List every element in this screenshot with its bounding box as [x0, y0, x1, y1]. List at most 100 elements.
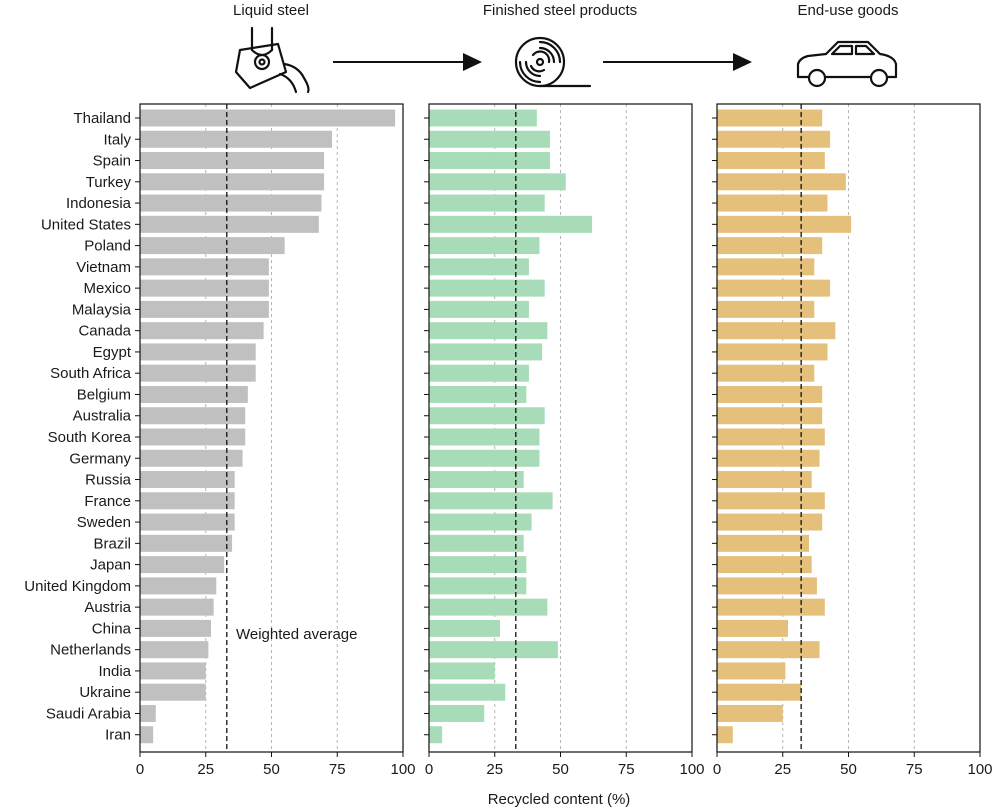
bar-turkey [140, 173, 325, 191]
bar-mexico [429, 279, 545, 297]
bar-egypt [140, 343, 256, 361]
bar-sweden [429, 513, 532, 531]
bar-japan [140, 556, 225, 574]
x-tick-label: 50 [552, 761, 569, 778]
category-label-japan: Japan [90, 557, 131, 574]
bar-china [140, 619, 212, 637]
bar-south-africa [429, 364, 529, 382]
category-label-iran: Iran [105, 727, 131, 744]
bar-netherlands [429, 641, 558, 659]
bar-turkey [429, 173, 566, 191]
panel-title-liquid-steel: Liquid steel [233, 2, 309, 19]
x-tick-label: 100 [390, 761, 415, 778]
bar-australia [140, 407, 246, 425]
bar-united-kingdom [717, 577, 817, 595]
x-tick-label: 100 [967, 761, 992, 778]
bar-vietnam [717, 258, 815, 276]
bar-spain [429, 152, 550, 170]
bar-austria [140, 598, 214, 616]
bar-thailand [140, 109, 396, 127]
bar-ukraine [429, 683, 506, 701]
category-label-italy: Italy [103, 131, 131, 148]
x-tick-label: 75 [906, 761, 923, 778]
bar-poland [429, 237, 540, 255]
x-tick-label: 25 [486, 761, 503, 778]
bar-india [429, 662, 495, 680]
category-label-france: France [84, 493, 131, 510]
bar-germany [717, 449, 820, 467]
bar-germany [429, 449, 540, 467]
category-label-india: India [98, 663, 131, 680]
bar-ukraine [717, 683, 802, 701]
bar-sweden [140, 513, 235, 531]
category-label-austria: Austria [84, 599, 131, 616]
bar-indonesia [429, 194, 545, 212]
category-label-china: China [92, 620, 132, 637]
bar-italy [429, 130, 550, 148]
bar-vietnam [140, 258, 269, 276]
bar-belgium [717, 385, 823, 403]
bar-iran [429, 726, 443, 744]
category-label-mexico: Mexico [83, 280, 131, 297]
category-label-russia: Russia [85, 472, 132, 489]
bar-france [717, 492, 825, 510]
category-label-turkey: Turkey [86, 174, 132, 191]
category-label-ukraine: Ukraine [79, 684, 131, 701]
bar-brazil [717, 534, 810, 552]
category-label-egypt: Egypt [93, 344, 132, 361]
bar-iran [717, 726, 733, 744]
x-tick-label: 0 [713, 761, 721, 778]
bar-germany [140, 449, 243, 467]
x-tick-label: 50 [263, 761, 280, 778]
bar-canada [140, 322, 264, 340]
bar-canada [717, 322, 836, 340]
bar-mexico [140, 279, 269, 297]
bar-belgium [140, 385, 248, 403]
bar-malaysia [140, 300, 269, 318]
x-tick-label: 75 [618, 761, 635, 778]
bar-spain [140, 152, 325, 170]
bar-egypt [429, 343, 543, 361]
x-tick-label: 50 [840, 761, 857, 778]
category-label-netherlands: Netherlands [50, 642, 131, 659]
bar-ukraine [140, 683, 206, 701]
flow-arrow-1 [333, 53, 482, 71]
panel-end-use-goods: 0 25 50 75 100 [712, 103, 993, 778]
bar-france [140, 492, 235, 510]
bar-china [717, 619, 789, 637]
bar-brazil [429, 534, 524, 552]
category-label-south-africa: South Africa [50, 365, 132, 382]
bar-south-korea [717, 428, 825, 446]
bar-sweden [717, 513, 823, 531]
x-axis-label: Recycled content (%) [488, 791, 631, 808]
bar-russia [140, 471, 235, 489]
category-label-brazil: Brazil [93, 535, 131, 552]
bar-japan [429, 556, 527, 574]
x-tick-label: 75 [329, 761, 346, 778]
bar-saudi-arabia [717, 704, 783, 722]
flow-arrow-2 [603, 53, 752, 71]
panel-title-end-use-goods: End-use goods [798, 2, 899, 19]
car-icon [796, 40, 898, 88]
bar-belgium [429, 385, 527, 403]
panel-liquid-steel: 0 25 50 75 100 Thailand Italy Spain Turkey Indone… [24, 103, 416, 778]
bar-poland [717, 237, 823, 255]
bar-mexico [717, 279, 831, 297]
category-label-malaysia: Malaysia [72, 301, 132, 318]
bar-poland [140, 237, 285, 255]
bar-south-africa [717, 364, 815, 382]
bar-south-africa [140, 364, 256, 382]
weighted-average-label: Weighted average [236, 626, 357, 643]
bar-austria [717, 598, 825, 616]
category-label-spain: Spain [93, 153, 131, 170]
bar-austria [429, 598, 548, 616]
panels-group: 0 25 50 75 100 Thailand Italy Spain Turkey Indone… [24, 103, 993, 778]
bar-australia [717, 407, 823, 425]
category-label-saudi-arabia: Saudi Arabia [46, 705, 132, 722]
bar-japan [717, 556, 812, 574]
bar-spain [717, 152, 825, 170]
x-tick-label: 100 [679, 761, 704, 778]
bar-united-states [140, 215, 319, 233]
panel-finished-steel-products: 0 25 50 75 100 [424, 103, 705, 778]
